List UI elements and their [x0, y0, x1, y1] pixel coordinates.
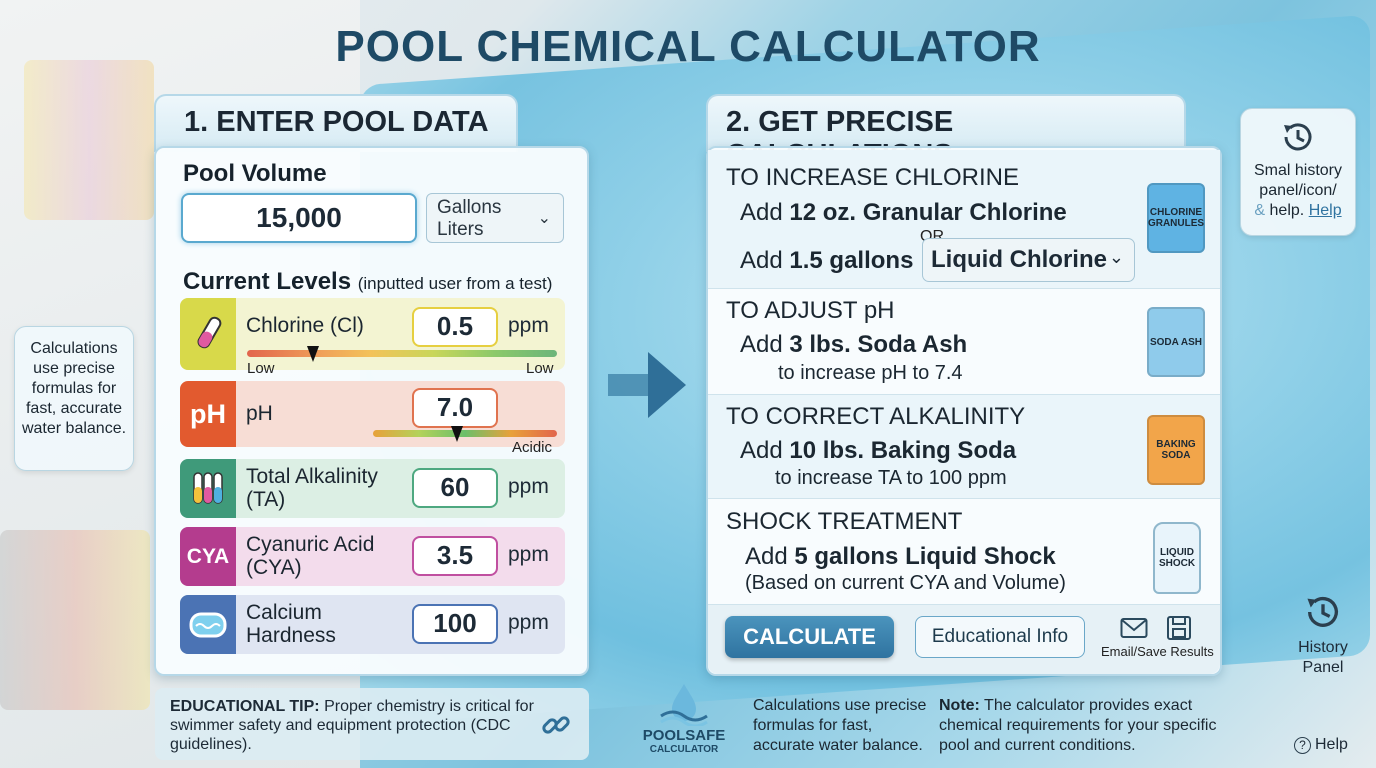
- calculate-button[interactable]: CALCULATE: [725, 616, 894, 658]
- link-icon[interactable]: [541, 710, 571, 745]
- history-help-bubble: Smal history panel/icon/ & help. Help: [1240, 108, 1356, 236]
- ph-icon-text: pH: [190, 398, 226, 429]
- footer-formula-text: Calculations use precise formulas for fa…: [753, 697, 927, 754]
- footer-note-text: The calculator provides exact chemical r…: [939, 697, 1217, 754]
- chlorine-type-value: Liquid Chlorine: [931, 246, 1107, 273]
- alkalinity-label: Total Alkalinity (TA): [246, 465, 378, 511]
- calcium-label: Calcium Hardness: [246, 601, 336, 647]
- help-button[interactable]: ? Help: [1294, 736, 1348, 754]
- baking-soda-product-icon: BAKING SODA: [1147, 415, 1205, 485]
- footer-note: Note: The calculator provides exact chem…: [939, 696, 1239, 756]
- cya-icon-text: CYA: [186, 544, 230, 568]
- history-icon: [1307, 596, 1338, 627]
- educational-info-button[interactable]: Educational Info: [915, 616, 1085, 658]
- ph-add-line: Add 3 lbs. Soda Ash: [740, 331, 968, 358]
- unit-option-liters[interactable]: Liters: [437, 219, 484, 240]
- ph-input[interactable]: 7.0: [412, 388, 498, 428]
- water-drop-icon: [660, 684, 708, 728]
- alkalinity-input[interactable]: 60: [412, 468, 498, 508]
- chlorine-granules-product-icon: CHLORINE GRANULES: [1147, 183, 1205, 253]
- shock-add-line: Add 5 gallons Liquid Shock: [745, 543, 1056, 570]
- alkalinity-unit: ppm: [508, 475, 549, 498]
- chlorine-liquid-line: Add 1.5 gallons: [740, 247, 914, 274]
- history-bubble-help-line: & help. Help: [1254, 202, 1342, 219]
- pool-icon: [180, 595, 236, 654]
- save-icon[interactable]: [1166, 615, 1192, 646]
- shock-sub-line: (Based on current CYA and Volume): [745, 572, 1066, 594]
- chlorine-input[interactable]: 0.5: [412, 307, 498, 347]
- ph-icon: pH: [180, 381, 236, 447]
- cya-input[interactable]: 3.5: [412, 536, 498, 576]
- alkalinity-sub-line: to increase TA to 100 ppm: [775, 467, 1007, 489]
- app-title: POOL CHEMICAL CALCULATOR: [335, 22, 1041, 71]
- footer-note-title: Note:: [939, 697, 980, 714]
- cya-unit: ppm: [508, 543, 549, 566]
- calcium-input[interactable]: 100: [412, 604, 498, 644]
- ph-section-title: TO ADJUST pH: [726, 297, 895, 324]
- history-panel-label: History Panel: [1298, 639, 1348, 676]
- cya-icon: CYA: [180, 527, 236, 586]
- alkalinity-section: [708, 394, 1220, 498]
- alkalinity-section-title: TO CORRECT ALKALINITY: [726, 403, 1026, 430]
- chevron-down-icon: ⌄: [1108, 247, 1124, 267]
- logo-name: POOLSAFE: [642, 727, 726, 744]
- chlorine-type-select[interactable]: Liquid Chlorine ⌄: [922, 238, 1135, 282]
- current-levels-hint: (inputted user from a test): [357, 274, 553, 293]
- history-icon[interactable]: [1280, 119, 1316, 155]
- pool-volume-label: Pool Volume: [183, 160, 327, 187]
- chlorine-scale-low-right: Low: [526, 360, 554, 377]
- chlorine-scale-bar: [247, 350, 557, 357]
- ph-scale-bar: [373, 430, 557, 437]
- enter-data-heading: 1. ENTER POOL DATA: [154, 94, 518, 152]
- shock-section: [708, 498, 1220, 604]
- current-levels-label: Current Levels (inputted user from a tes…: [183, 268, 552, 296]
- test-strips-decoration: [0, 530, 150, 710]
- unit-option-gallons[interactable]: Gallons: [437, 197, 502, 218]
- chlorine-marker: [307, 346, 319, 362]
- arrow-right-icon: [608, 352, 686, 418]
- current-levels-title: Current Levels: [183, 268, 352, 295]
- volume-unit-select[interactable]: Gallons Liters ⌄: [426, 193, 564, 243]
- alkalinity-add-line: Add 10 lbs. Baking Soda: [740, 437, 1017, 464]
- email-save-label[interactable]: Email/Save Results: [1101, 644, 1214, 659]
- test-kit-decoration: [24, 60, 154, 220]
- calculations-heading: 2. GET PRECISE CALCULATIONS: [706, 94, 1186, 171]
- educational-tip: EDUCATIONAL TIP: Proper chemistry is cri…: [155, 688, 589, 760]
- chlorine-scale-low-left: Low: [247, 360, 275, 377]
- reading-row-calcium: Calcium Hardness 100 ppm: [180, 595, 565, 654]
- ph-section: [708, 288, 1220, 394]
- history-panel-button[interactable]: History Panel: [1290, 592, 1356, 678]
- pool-volume-input[interactable]: 15,000: [181, 193, 417, 243]
- chlorine-section-title: TO INCREASE CHLORINE: [726, 164, 1019, 191]
- reading-row-alkalinity: Total Alkalinity (TA) 60 ppm: [180, 459, 565, 518]
- shock-section-title: SHOCK TREATMENT: [726, 508, 963, 535]
- help-circle-icon: ?: [1294, 736, 1311, 754]
- history-bubble-text: Smal history panel/icon/: [1253, 162, 1343, 199]
- chlorine-granular-line: Add 12 oz. Granular Chlorine: [740, 199, 1067, 226]
- soda-ash-product-icon: SODA ASH: [1147, 307, 1205, 377]
- chlorine-label: Chlorine (Cl): [246, 314, 364, 337]
- formula-info-bubble: Calculations use precise formulas for fa…: [14, 326, 134, 471]
- cya-label: Cyanuric Acid (CYA): [246, 533, 375, 579]
- reading-row-cya: CYA Cyanuric Acid (CYA) 3.5 ppm: [180, 527, 565, 586]
- help-label: Help: [1315, 736, 1348, 753]
- liquid-shock-product-icon: LIQUID SHOCK: [1153, 522, 1201, 594]
- reading-row-chlorine: Chlorine (Cl) 0.5 ppm: [180, 298, 565, 370]
- chlorine-unit: ppm: [508, 314, 549, 337]
- calcium-unit: ppm: [508, 611, 549, 634]
- chevron-down-icon: ⌄: [537, 210, 551, 227]
- email-icon[interactable]: [1120, 617, 1148, 644]
- help-link[interactable]: Help: [1308, 202, 1342, 219]
- logo-sub: CALCULATOR: [649, 744, 719, 755]
- tip-text: Proper chemistry is critical for swimmer…: [170, 698, 534, 753]
- ph-label: pH: [246, 402, 273, 425]
- ph-marker: [451, 426, 463, 442]
- test-tube-icon: [180, 298, 236, 370]
- reading-row-ph: pH pH 7.0: [180, 381, 565, 447]
- test-tubes-icon: [180, 459, 236, 518]
- ph-sub-line: to increase pH to 7.4: [778, 362, 963, 384]
- ph-scale-acidic: Acidic: [512, 439, 553, 456]
- tip-title: EDUCATIONAL TIP:: [170, 698, 320, 715]
- poolsafe-logo: POOLSAFE CALCULATOR: [634, 682, 734, 755]
